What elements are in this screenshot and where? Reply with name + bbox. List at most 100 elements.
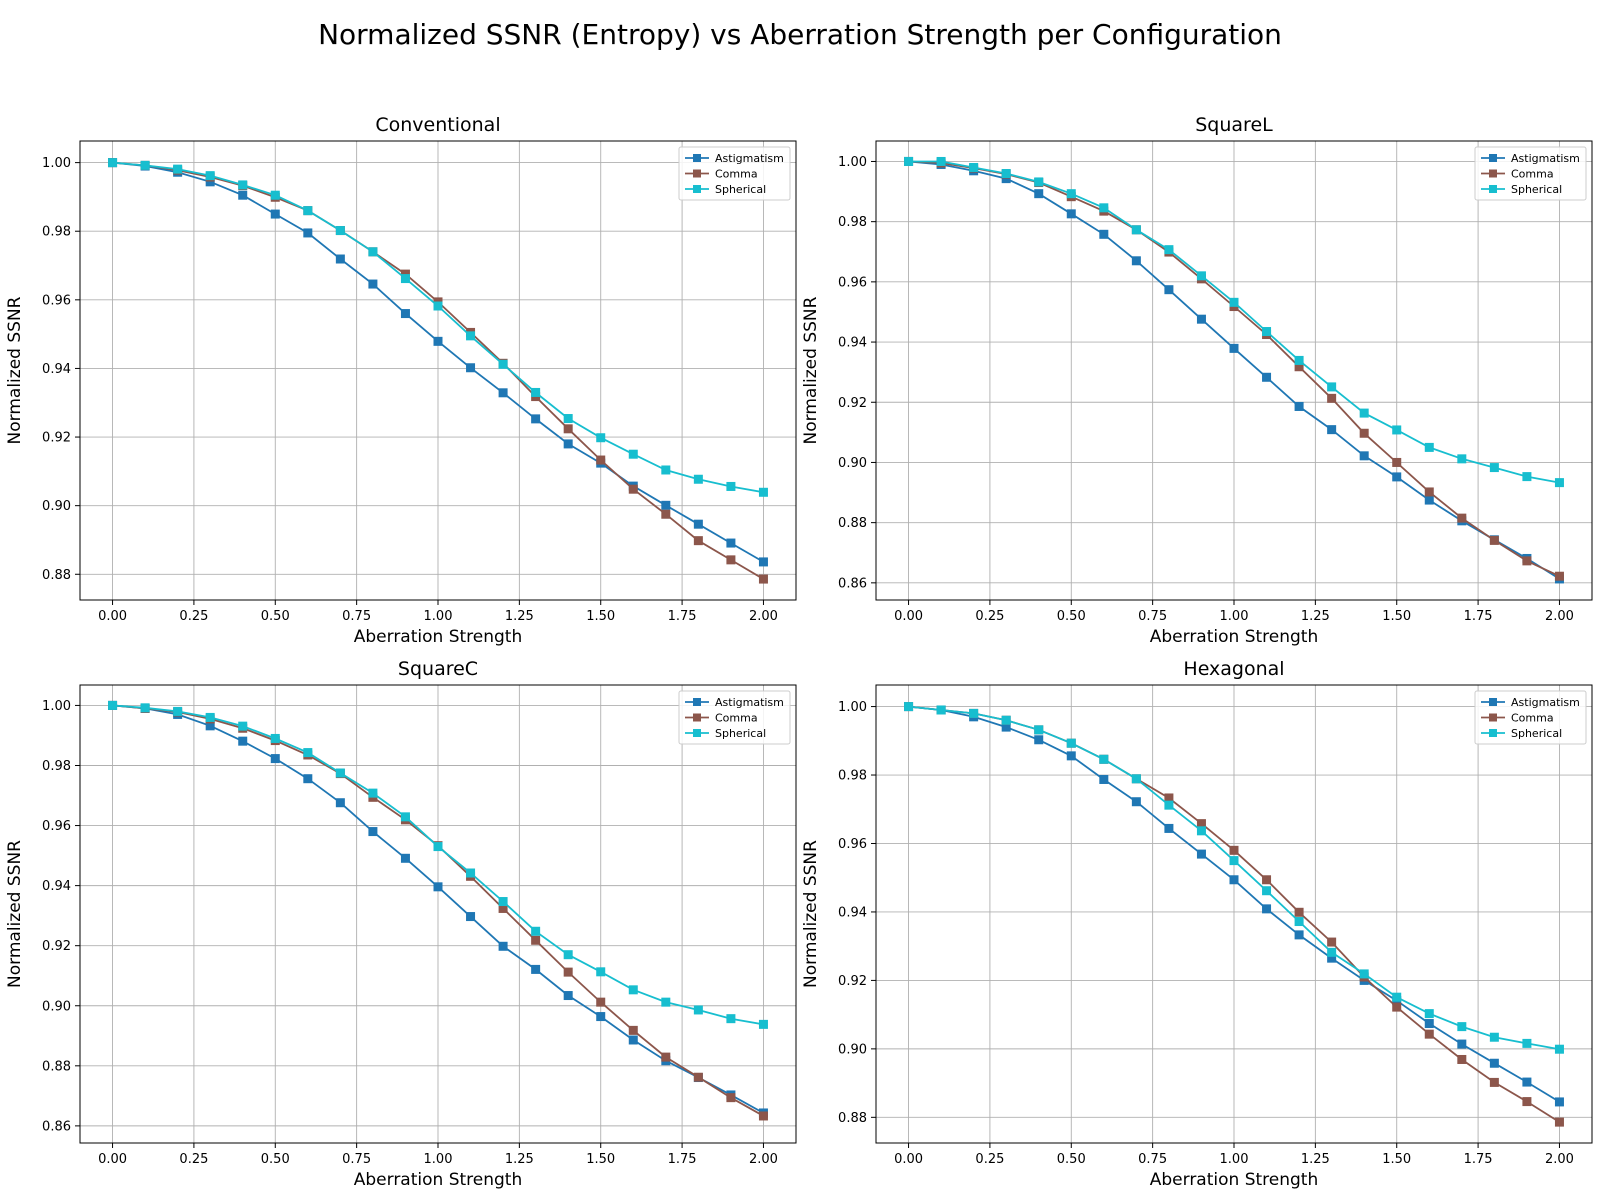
y-tick-label: 0.98: [838, 769, 867, 784]
y-tick-label: 0.98: [42, 225, 71, 240]
legend-marker: [1489, 713, 1497, 722]
x-tick-label: 1.50: [586, 1152, 615, 1167]
data-point: [1131, 225, 1141, 235]
data-point: [303, 774, 313, 784]
data-point: [238, 180, 248, 190]
data-point: [1034, 189, 1044, 199]
legend-entry: Spherical: [1511, 183, 1562, 196]
y-tick-label: 0.88: [838, 1111, 867, 1126]
data-point: [1262, 875, 1272, 885]
data-point: [628, 985, 638, 995]
data-point: [238, 721, 248, 731]
legend-entry: Astigmatism: [715, 696, 784, 709]
data-point: [1424, 442, 1434, 452]
legend-marker: [1489, 169, 1497, 178]
legend-marker: [1489, 729, 1497, 737]
data-point: [596, 967, 606, 977]
data-point: [303, 228, 313, 238]
data-point: [628, 449, 638, 459]
data-point: [1164, 823, 1174, 833]
data-point: [693, 1072, 703, 1082]
y-tick-label: 0.92: [42, 939, 71, 954]
x-tick-label: 0.75: [342, 1152, 371, 1167]
data-point: [1034, 735, 1044, 745]
x-tick-label: 0.00: [98, 1152, 127, 1167]
data-point: [498, 388, 508, 398]
data-point: [1196, 271, 1206, 281]
data-point: [969, 162, 979, 172]
legend-entry: Spherical: [715, 183, 766, 196]
axes-frame: [875, 140, 1593, 601]
chart-title: Hexagonal: [1183, 658, 1284, 680]
data-point: [1196, 314, 1206, 324]
data-point: [173, 706, 183, 716]
chart-panel: 0.00 0.25 0.50 0.75 1.00 1.25 1.50 1.75 2.00 0.86…: [5, 658, 797, 1190]
data-point: [1066, 209, 1076, 219]
data-point: [466, 912, 476, 922]
legend-frame: [678, 690, 791, 745]
y-tick-label: 0.94: [42, 362, 71, 377]
data-point: [1327, 937, 1337, 947]
data-point: [1262, 372, 1272, 382]
axes-frame: [79, 684, 797, 1144]
data-point: [270, 209, 280, 219]
data-point: [1196, 819, 1206, 829]
data-point: [596, 455, 606, 465]
data-point: [1001, 722, 1011, 732]
legend-entry: Spherical: [1511, 727, 1562, 740]
data-point: [531, 935, 541, 945]
data-point: [335, 798, 345, 808]
data-point: [563, 950, 573, 960]
x-tick-label: 1.50: [586, 609, 615, 624]
x-axis-label: Aberration Strength: [354, 1170, 522, 1190]
data-point: [563, 424, 573, 434]
x-tick-label: 2.00: [749, 609, 778, 624]
data-point: [1164, 285, 1174, 295]
data-point: [1164, 793, 1174, 803]
x-tick-label: 1.00: [424, 609, 453, 624]
data-point: [1294, 930, 1304, 940]
data-point: [1522, 1077, 1532, 1087]
y-tick-label: 1.00: [838, 155, 867, 170]
data-point: [1262, 886, 1272, 896]
data-point: [1164, 800, 1174, 810]
axes-frame: [875, 684, 1593, 1144]
data-point: [1522, 472, 1532, 482]
figure-title: Normalized SSNR (Entropy) vs Aberration …: [318, 18, 1282, 51]
y-tick-label: 0.90: [838, 456, 867, 471]
data-point: [661, 465, 671, 475]
legend-marker: [1489, 185, 1497, 193]
x-tick-label: 0.25: [975, 1152, 1004, 1167]
data-point: [205, 712, 215, 722]
x-tick-label: 1.75: [1464, 609, 1493, 624]
data-point: [1424, 1009, 1434, 1019]
data-point: [140, 160, 150, 170]
data-point: [368, 247, 378, 257]
data-point: [400, 812, 410, 822]
data-point: [758, 487, 768, 497]
data-point: [726, 538, 736, 548]
data-point: [335, 768, 345, 778]
data-point: [596, 997, 606, 1007]
y-tick-label: 1.00: [838, 700, 867, 715]
data-point: [1099, 229, 1109, 239]
data-point: [1164, 245, 1174, 255]
data-point: [1131, 256, 1141, 266]
data-point: [1489, 535, 1499, 545]
legend: Astigmatism Comma Spherical: [678, 690, 791, 745]
x-tick-label: 0.25: [179, 609, 208, 624]
legend-entry: Astigmatism: [1511, 696, 1580, 709]
data-point: [1196, 826, 1206, 836]
data-point: [400, 274, 410, 284]
data-point: [904, 702, 914, 712]
data-point: [1327, 947, 1337, 957]
data-point: [498, 897, 508, 907]
x-tick-label: 0.25: [975, 609, 1004, 624]
data-point: [1522, 1038, 1532, 1048]
y-tick-label: 0.90: [838, 1042, 867, 1057]
data-point: [466, 868, 476, 878]
y-axis-label: Normalized SSNR: [5, 840, 25, 988]
x-tick-label: 2.00: [1545, 1152, 1574, 1167]
